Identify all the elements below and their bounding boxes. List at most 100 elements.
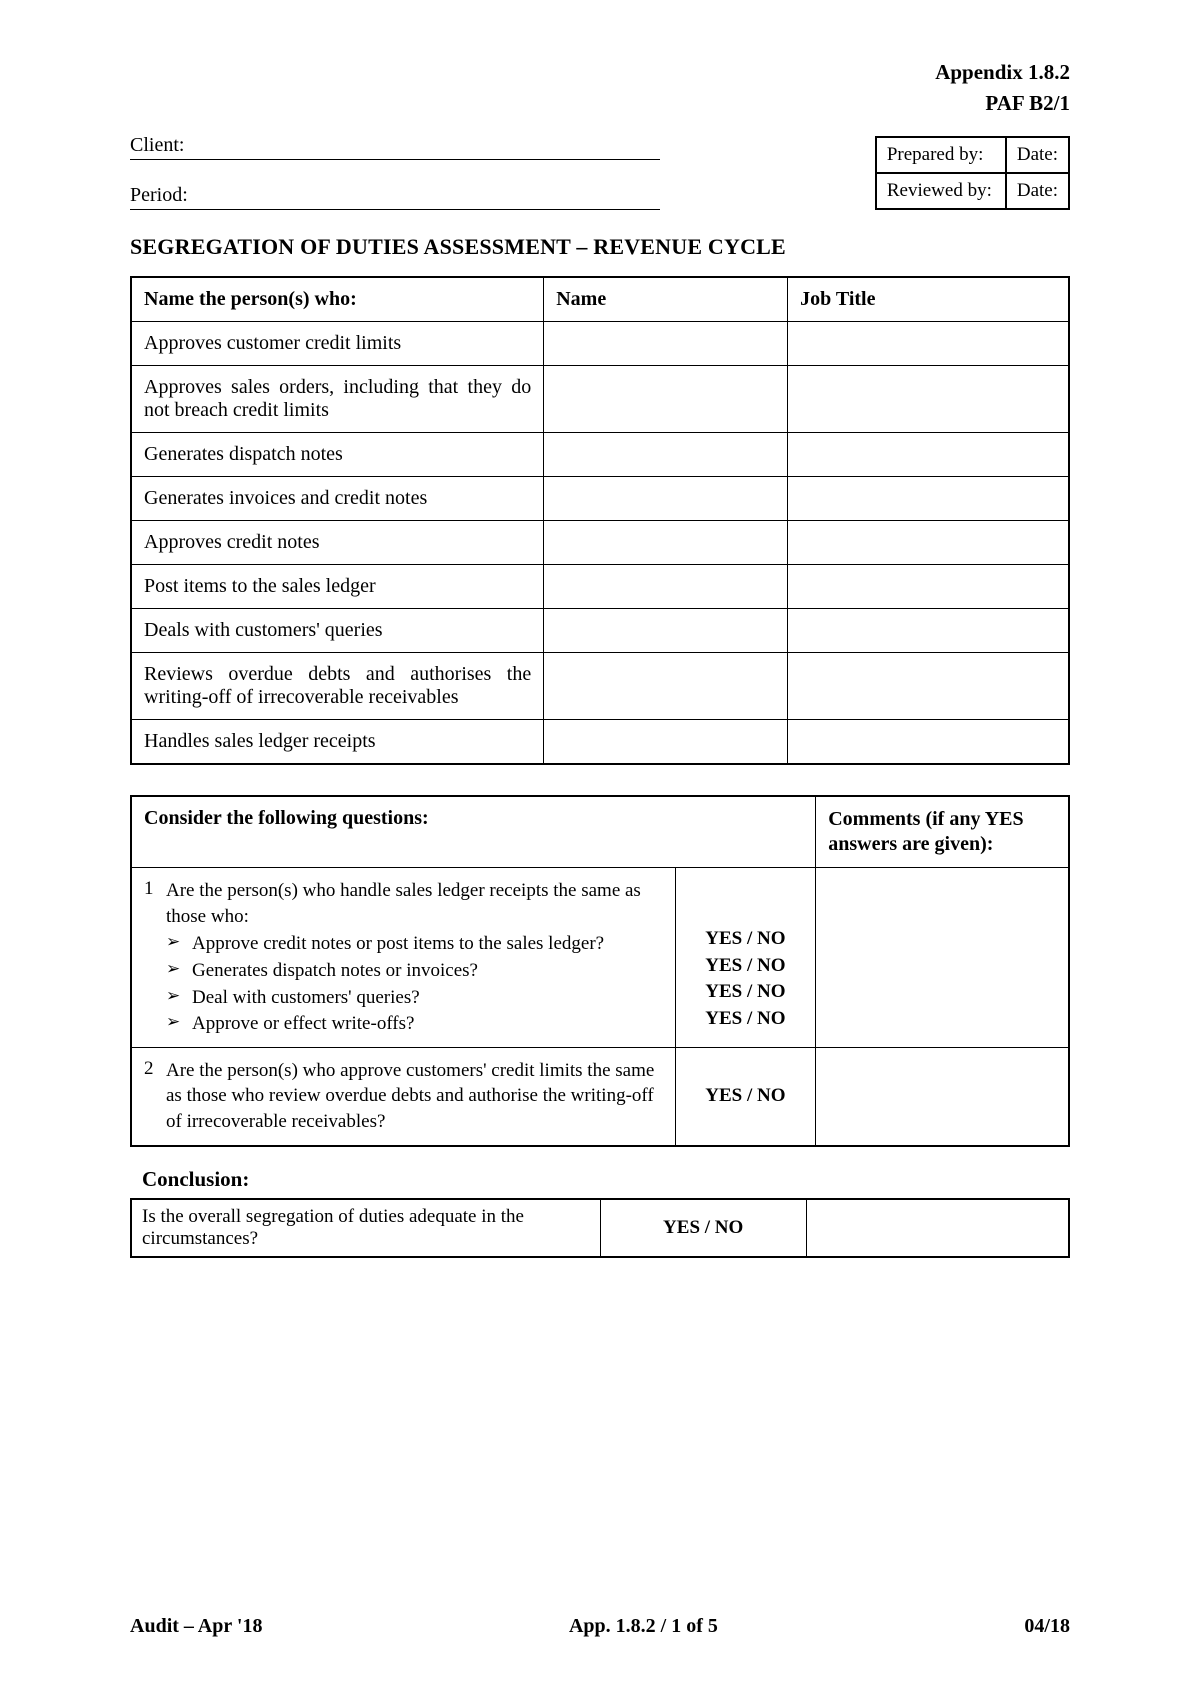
comments-header: Comments (if any YES answers are given): <box>816 796 1069 868</box>
conclusion-table: Is the overall segregation of duties ade… <box>130 1198 1070 1258</box>
prepared-date-label: Date: <box>1006 137 1069 173</box>
duty-desc: Post items to the sales ledger <box>131 565 544 609</box>
conclusion-comments[interactable] <box>806 1199 1069 1257</box>
table-header-row: Consider the following questions: Commen… <box>131 796 1069 868</box>
appendix-label: Appendix 1.8.2 <box>130 60 1070 85</box>
duty-title-cell[interactable] <box>788 477 1069 521</box>
signature-table: Prepared by: Date: Reviewed by: Date: <box>875 136 1070 210</box>
question-row-2: 2 Are the person(s) who approve customer… <box>131 1047 1069 1145</box>
list-item: ➢Approve or effect write-offs? <box>166 1011 663 1037</box>
prepared-by-label: Prepared by: <box>876 137 1006 173</box>
bullet-icon: ➢ <box>166 1011 192 1034</box>
footer-center: App. 1.8.2 / 1 of 5 <box>569 1615 718 1638</box>
question-number: 1 <box>144 878 166 1037</box>
duty-name-cell[interactable] <box>544 477 788 521</box>
reviewed-date-label: Date: <box>1006 173 1069 209</box>
questions-table: Consider the following questions: Commen… <box>130 795 1070 1147</box>
duty-name-cell[interactable] <box>544 720 788 765</box>
duty-desc: Generates invoices and credit notes <box>131 477 544 521</box>
question-1-bullets: ➢Approve credit notes or post items to t… <box>166 931 663 1037</box>
duty-name-cell[interactable] <box>544 609 788 653</box>
duty-title-cell[interactable] <box>788 609 1069 653</box>
duty-title-cell[interactable] <box>788 433 1069 477</box>
question-2-text: Are the person(s) who approve customers'… <box>166 1058 663 1135</box>
duty-title-cell[interactable] <box>788 653 1069 720</box>
comments-cell-q2[interactable] <box>816 1047 1069 1145</box>
header-block: Appendix 1.8.2 PAF B2/1 <box>130 60 1070 116</box>
page-footer: Audit – Apr '18 App. 1.8.2 / 1 of 5 04/1… <box>130 1615 1070 1638</box>
yesno-stack: YES / NO YES / NO YES / NO YES / NO <box>688 926 804 1032</box>
reviewed-by-label: Reviewed by: <box>876 173 1006 209</box>
table-row: Prepared by: Date: <box>876 137 1069 173</box>
table-row: Post items to the sales ledger <box>131 565 1069 609</box>
yesno-option: YES / NO <box>688 979 804 1006</box>
duty-desc: Generates dispatch notes <box>131 433 544 477</box>
question-2-cell: 2 Are the person(s) who approve customer… <box>131 1047 675 1145</box>
table-header-row: Name the person(s) who: Name Job Title <box>131 277 1069 322</box>
table-row: Approves sales orders, including that th… <box>131 366 1069 433</box>
yesno-cell-q2[interactable]: YES / NO <box>675 1047 816 1145</box>
duty-title-cell[interactable] <box>788 521 1069 565</box>
conclusion-question: Is the overall segregation of duties ade… <box>131 1199 600 1257</box>
paf-label: PAF B2/1 <box>130 91 1070 116</box>
table-row: Reviews overdue debts and authorises the… <box>131 653 1069 720</box>
duty-desc: Deals with customers' queries <box>131 609 544 653</box>
table-row: Generates invoices and credit notes <box>131 477 1069 521</box>
bullet-icon: ➢ <box>166 931 192 954</box>
duties-header-3: Job Title <box>788 277 1069 322</box>
duty-title-cell[interactable] <box>788 322 1069 366</box>
top-row: Client: Period: Prepared by: Date: Revie… <box>130 134 1070 210</box>
duty-name-cell[interactable] <box>544 322 788 366</box>
table-row: Deals with customers' queries <box>131 609 1069 653</box>
duty-desc: Reviews overdue debts and authorises the… <box>131 653 544 720</box>
questions-header: Consider the following questions: <box>131 796 816 868</box>
period-field-row: Period: <box>130 184 660 210</box>
duty-name-cell[interactable] <box>544 653 788 720</box>
duty-title-cell[interactable] <box>788 565 1069 609</box>
footer-right: 04/18 <box>1024 1615 1070 1638</box>
client-field-row: Client: <box>130 134 660 160</box>
yesno-option: YES / NO <box>688 953 804 980</box>
yesno-option: YES / NO <box>688 1006 804 1033</box>
duty-desc: Approves customer credit limits <box>131 322 544 366</box>
period-label: Period: <box>130 184 188 207</box>
duty-title-cell[interactable] <box>788 366 1069 433</box>
table-row: Generates dispatch notes <box>131 433 1069 477</box>
table-row: Approves customer credit limits <box>131 322 1069 366</box>
duty-name-cell[interactable] <box>544 565 788 609</box>
footer-left: Audit – Apr '18 <box>130 1615 262 1638</box>
question-1-cell: 1 Are the person(s) who handle sales led… <box>131 868 675 1048</box>
comments-cell-q1[interactable] <box>816 868 1069 1048</box>
duty-title-cell[interactable] <box>788 720 1069 765</box>
duties-header-2: Name <box>544 277 788 322</box>
bullet-text: Approve or effect write-offs? <box>192 1011 663 1037</box>
bullet-text: Deal with customers' queries? <box>192 985 663 1011</box>
client-period-block: Client: Period: <box>130 134 875 210</box>
table-row: Approves credit notes <box>131 521 1069 565</box>
duties-header-1: Name the person(s) who: <box>131 277 544 322</box>
list-item: ➢Approve credit notes or post items to t… <box>166 931 663 957</box>
table-row: Reviewed by: Date: <box>876 173 1069 209</box>
conclusion-label: Conclusion: <box>142 1167 1070 1192</box>
duty-name-cell[interactable] <box>544 433 788 477</box>
question-row-1: 1 Are the person(s) who handle sales led… <box>131 868 1069 1048</box>
page-title: SEGREGATION OF DUTIES ASSESSMENT – REVEN… <box>130 234 1070 260</box>
table-row: Handles sales ledger receipts <box>131 720 1069 765</box>
yesno-cell-q1[interactable]: YES / NO YES / NO YES / NO YES / NO <box>675 868 816 1048</box>
duties-table: Name the person(s) who: Name Job Title A… <box>130 276 1070 765</box>
bullet-text: Generates dispatch notes or invoices? <box>192 958 663 984</box>
yesno-option: YES / NO <box>688 1085 804 1107</box>
duty-desc: Approves sales orders, including that th… <box>131 366 544 433</box>
conclusion-yesno[interactable]: YES / NO <box>600 1199 806 1257</box>
yesno-option: YES / NO <box>688 926 804 953</box>
duty-desc: Handles sales ledger receipts <box>131 720 544 765</box>
duty-name-cell[interactable] <box>544 521 788 565</box>
duty-name-cell[interactable] <box>544 366 788 433</box>
question-1-intro: Are the person(s) who handle sales ledge… <box>166 880 641 927</box>
client-label: Client: <box>130 134 184 157</box>
bullet-icon: ➢ <box>166 958 192 981</box>
question-number: 2 <box>144 1058 166 1135</box>
list-item: ➢Generates dispatch notes or invoices? <box>166 958 663 984</box>
bullet-text: Approve credit notes or post items to th… <box>192 931 663 957</box>
question-1-content: Are the person(s) who handle sales ledge… <box>166 878 663 1037</box>
